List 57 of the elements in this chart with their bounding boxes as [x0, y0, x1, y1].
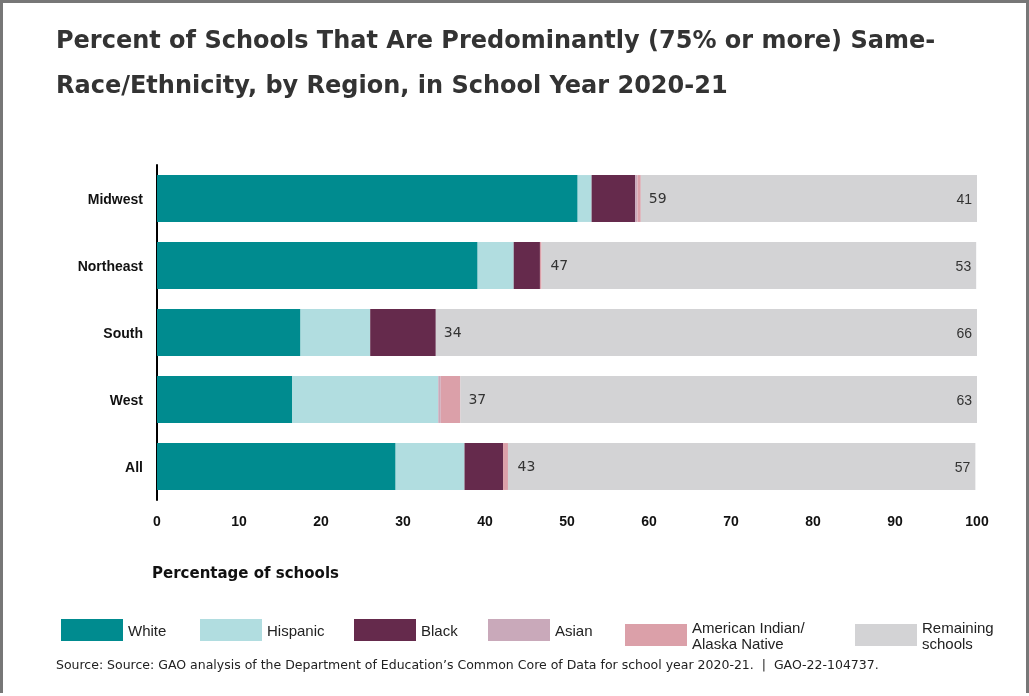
source-note: Source: Source: GAO analysis of the Department of Education’s Common Core of Data for school year 2020-21. | GAO-22-104737.	[56, 657, 879, 672]
x-tick-label: 10	[231, 513, 247, 529]
y-tick-label: Midwest	[87, 190, 144, 207]
bar	[395, 443, 465, 490]
annotation: 34	[443, 323, 462, 340]
bar	[157, 309, 301, 356]
annotation: 59	[648, 189, 667, 206]
x-tick-label: 20	[313, 513, 329, 529]
legend-label: White	[128, 621, 167, 639]
legend-label: American Indian/Alaska Native	[692, 618, 806, 652]
bar	[640, 175, 977, 222]
bar	[435, 309, 977, 356]
x-tick-label: 60	[641, 513, 657, 529]
data-label: 53	[955, 257, 972, 274]
annotation: 37	[468, 390, 487, 407]
x-tick-label: 70	[723, 513, 739, 529]
bar	[300, 309, 371, 356]
bar	[477, 242, 514, 289]
bar	[440, 376, 461, 423]
bar	[460, 376, 977, 423]
bar	[370, 309, 436, 356]
annotation: 43	[517, 457, 536, 474]
y-tick-label: West	[109, 391, 144, 408]
bar	[541, 242, 977, 289]
bar	[157, 242, 478, 289]
data-label: 41	[956, 190, 973, 207]
chart-title: Percent of Schools That Are Predominantly (75% or more) Same-Race/Ethnicity, by Region, in School Year 2020-21	[56, 25, 936, 101]
x-tick-label: 100	[965, 513, 989, 529]
bar	[438, 376, 441, 423]
x-tick-label: 50	[559, 513, 575, 529]
bar	[577, 175, 592, 222]
y-tick-label: Northeast	[77, 257, 144, 274]
data-label: 63	[956, 391, 973, 408]
bar	[507, 443, 976, 490]
bar	[513, 242, 540, 289]
x-tick-label: 90	[887, 513, 903, 529]
annotation: 47	[550, 256, 569, 273]
y-tick-label: All	[125, 458, 143, 475]
bar	[157, 175, 578, 222]
x-axis-title: Percentage of schools	[152, 563, 340, 582]
x-tick-label: 0	[153, 513, 162, 529]
bar	[464, 443, 504, 490]
legend-label: Asian	[555, 621, 593, 639]
y-tick-label: South	[103, 324, 143, 341]
legend-label: Remaining schools	[922, 618, 998, 652]
x-tick-label: 40	[477, 513, 493, 529]
data-label: 57	[954, 458, 971, 475]
data-label: 66	[956, 324, 973, 341]
bar	[591, 175, 636, 222]
legend-label: Black	[421, 621, 459, 639]
x-tick-label: 30	[395, 513, 411, 529]
bar	[157, 443, 396, 490]
bar	[157, 376, 293, 423]
bar	[292, 376, 439, 423]
legend-label: Hispanic	[267, 621, 326, 639]
bar	[503, 443, 508, 490]
x-tick-label: 80	[805, 513, 821, 529]
